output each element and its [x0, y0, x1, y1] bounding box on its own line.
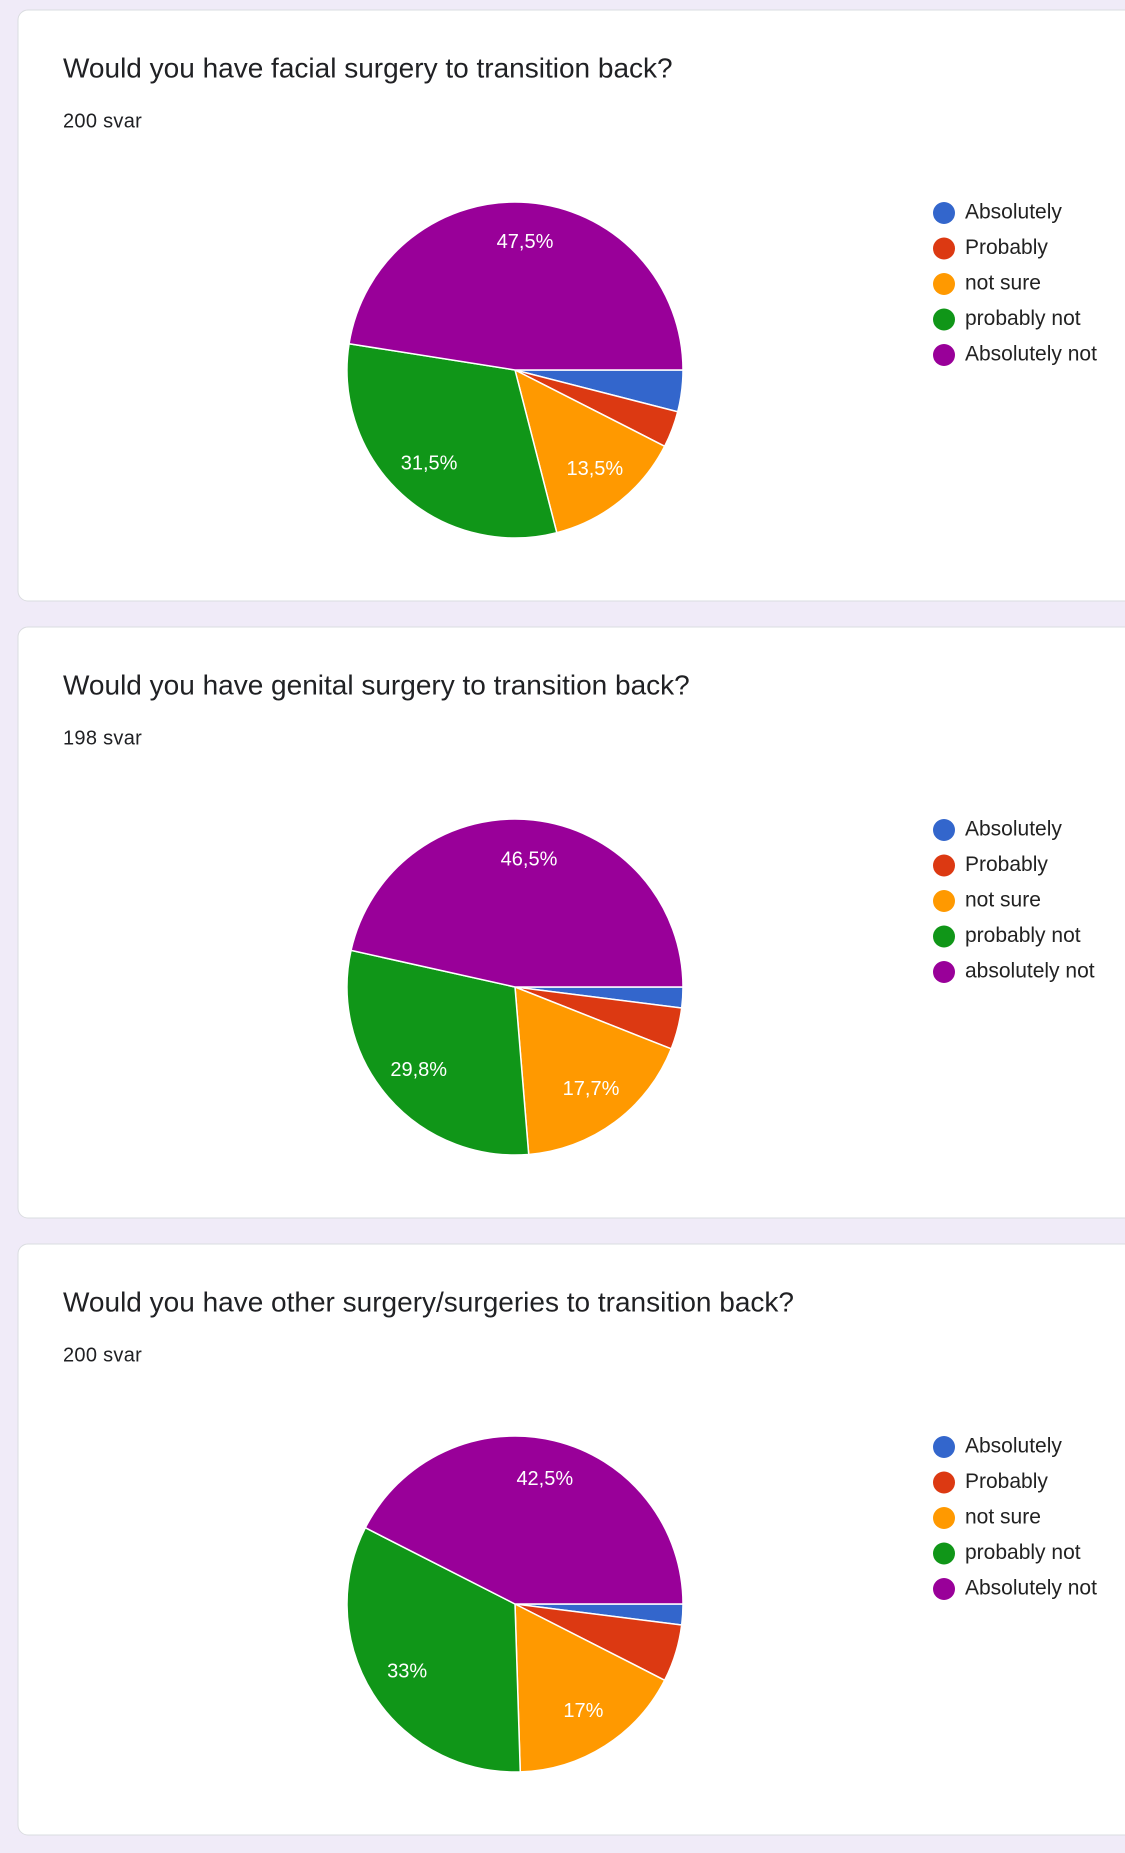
legend-label: absolutely not — [965, 960, 1095, 983]
legend-swatch — [933, 961, 955, 983]
slice-label: 33% — [387, 1661, 427, 1683]
pie-slice — [346, 342, 558, 539]
pie-slice — [514, 1602, 666, 1773]
legend-label: Absolutely — [965, 818, 1062, 841]
legend-label: Absolutely not — [965, 343, 1097, 366]
response-count: 200 svar — [63, 1344, 142, 1366]
slice-label: 17% — [563, 1700, 603, 1722]
pie-slice — [514, 985, 673, 1156]
legend-label: Absolutely — [965, 201, 1062, 224]
legend-swatch — [933, 237, 955, 260]
slice-label: 29,8% — [390, 1059, 447, 1081]
legend-swatch — [933, 344, 955, 366]
legend-label: probably not — [965, 307, 1081, 330]
slice-label: 31,5% — [401, 453, 458, 475]
slice-label: 13,5% — [566, 458, 623, 480]
legend-label: Absolutely not — [965, 1577, 1097, 1600]
slice-label: 42,5% — [516, 1468, 573, 1490]
legend-swatch — [933, 273, 955, 295]
pie-slice — [364, 1435, 684, 1605]
legend-label: not sure — [965, 272, 1041, 295]
legend-label: probably not — [965, 1541, 1081, 1564]
legend-label: Probably — [965, 236, 1048, 259]
legend-label: probably not — [965, 924, 1081, 947]
legend-label: not sure — [965, 889, 1041, 912]
pie-slice — [350, 818, 684, 988]
legend-label: Probably — [965, 1470, 1048, 1493]
question-title: Would you have facial surgery to transit… — [63, 52, 673, 83]
slice-label: 17,7% — [563, 1078, 620, 1100]
question-title: Would you have genital surgery to transi… — [63, 669, 690, 700]
legend-swatch — [933, 925, 955, 948]
legend-swatch — [933, 890, 955, 912]
pie-slice — [346, 949, 530, 1156]
slice-label: 46,5% — [501, 848, 558, 870]
response-count: 200 svar — [63, 110, 142, 132]
legend-swatch — [933, 1436, 955, 1458]
legend-swatch — [933, 1471, 955, 1494]
legend-swatch — [933, 308, 955, 331]
pie-slice — [348, 201, 684, 371]
legend-swatch — [933, 1507, 955, 1529]
legend-label: not sure — [965, 1506, 1041, 1529]
legend-swatch — [933, 1578, 955, 1600]
pie-slice — [513, 368, 666, 534]
legend-swatch — [933, 1542, 955, 1565]
response-count: 198 svar — [63, 727, 142, 749]
slice-label: 47,5% — [497, 231, 554, 253]
legend-swatch — [933, 202, 955, 224]
legend-swatch — [933, 819, 955, 841]
legend-label: Probably — [965, 853, 1048, 876]
question-title: Would you have other surgery/surgeries t… — [63, 1286, 794, 1317]
legend-label: Absolutely — [965, 1435, 1062, 1458]
legend-swatch — [933, 854, 955, 877]
pie-slice — [346, 1526, 522, 1773]
